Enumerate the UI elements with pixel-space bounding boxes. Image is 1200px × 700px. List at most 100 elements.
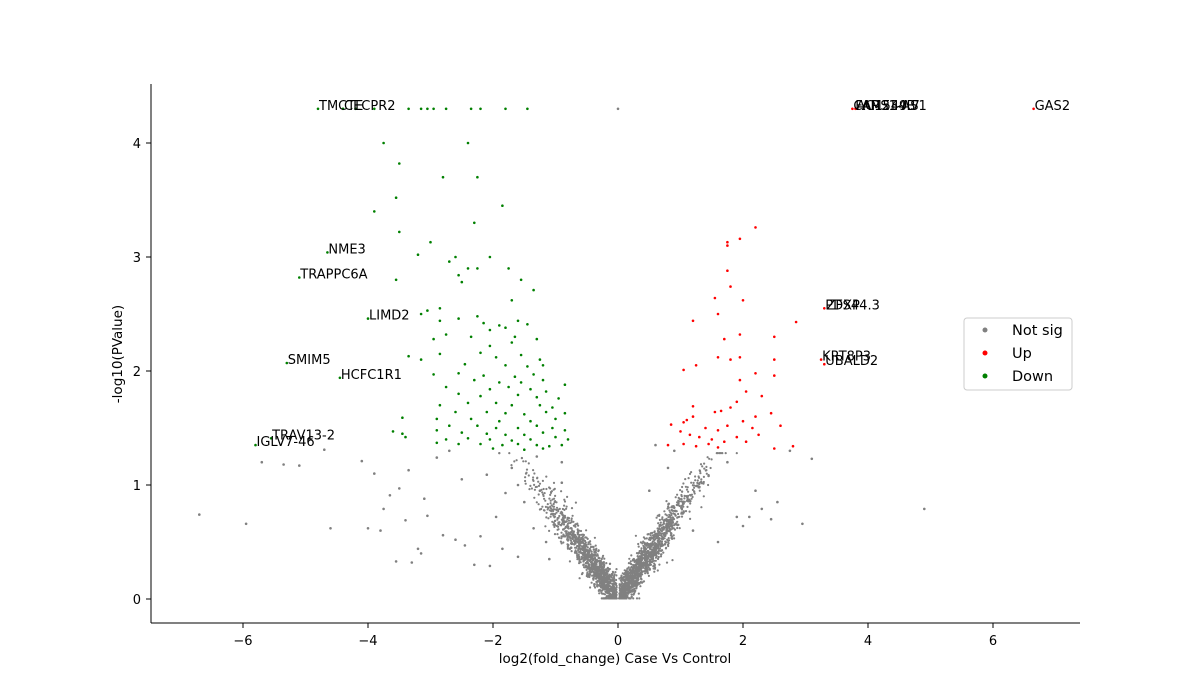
data-point-not-sig <box>564 516 567 519</box>
data-point-up <box>754 226 757 229</box>
data-point-not-sig <box>454 538 457 541</box>
data-point-down <box>544 410 548 414</box>
data-point-not-sig <box>494 515 498 519</box>
data-point-not-sig <box>584 542 587 546</box>
data-point-not-sig <box>394 560 398 563</box>
data-point-down <box>448 424 451 428</box>
data-point-down <box>354 107 357 111</box>
data-point-down <box>488 328 492 332</box>
data-point-down <box>419 312 423 316</box>
data-point-up <box>694 364 698 367</box>
data-point-not-sig <box>645 562 648 565</box>
data-point-down <box>566 438 570 441</box>
data-point-not-sig <box>646 555 649 558</box>
data-point-up <box>791 444 795 448</box>
data-point-not-sig <box>657 539 660 542</box>
data-point-not-sig <box>673 528 677 531</box>
data-point-down <box>438 403 442 407</box>
data-point-not-sig <box>585 574 588 578</box>
data-point-not-sig <box>637 557 640 560</box>
data-point-not-sig <box>681 502 685 505</box>
data-point-not-sig <box>575 540 579 543</box>
data-point-not-sig <box>703 462 706 465</box>
data-point-not-sig <box>683 494 686 497</box>
data-point-not-sig <box>619 595 623 598</box>
data-point-not-sig <box>655 543 658 546</box>
data-point-not-sig <box>632 597 635 600</box>
data-point-not-sig <box>678 504 681 507</box>
data-point-not-sig <box>640 561 643 564</box>
data-point-up <box>794 320 798 324</box>
data-point-not-sig <box>629 562 632 565</box>
data-point-not-sig <box>631 585 634 588</box>
data-point-not-sig <box>705 469 708 472</box>
data-point-not-sig <box>702 495 705 498</box>
data-point-not-sig <box>667 541 670 544</box>
data-point-not-sig <box>673 537 676 540</box>
data-point-not-sig <box>660 540 664 543</box>
data-point-not-sig <box>595 561 598 564</box>
gene-label: LIMD2 <box>369 309 410 324</box>
data-point-not-sig <box>627 586 630 590</box>
gene-label: KRT8P3 <box>822 350 871 365</box>
data-point-down <box>510 341 514 344</box>
data-point-not-sig <box>630 554 633 557</box>
data-point-not-sig <box>681 507 684 510</box>
data-point-not-sig <box>602 561 606 564</box>
data-point-down <box>426 309 429 312</box>
data-point-not-sig <box>716 540 720 544</box>
data-point-down <box>460 280 464 284</box>
data-point-not-sig <box>652 567 655 570</box>
x-tick-label: −4 <box>358 634 377 649</box>
data-point-up <box>754 415 757 418</box>
data-point-not-sig <box>605 587 608 590</box>
data-point-not-sig <box>323 448 326 452</box>
data-point-not-sig <box>578 533 581 537</box>
data-point-down <box>504 411 507 415</box>
data-point-down <box>519 381 523 384</box>
data-point-not-sig <box>665 532 668 535</box>
data-point-not-sig <box>696 479 699 482</box>
data-point-not-sig <box>640 553 643 556</box>
data-point-not-sig <box>561 513 564 516</box>
data-point-not-sig <box>769 517 773 521</box>
data-point-not-sig <box>655 534 658 538</box>
data-point-down <box>373 107 376 111</box>
data-point-not-sig <box>615 578 618 582</box>
data-point-down <box>498 324 501 327</box>
data-point-not-sig <box>545 475 548 478</box>
data-point-not-sig <box>638 555 641 558</box>
data-point-down <box>523 433 526 437</box>
data-point-down <box>488 255 492 259</box>
data-point-not-sig <box>463 544 467 547</box>
data-point-not-sig <box>630 593 633 596</box>
data-point-down <box>394 196 398 199</box>
data-point-not-sig <box>923 507 926 511</box>
data-point-not-sig <box>537 480 540 483</box>
data-point-not-sig <box>603 574 606 578</box>
data-point-not-sig <box>547 517 550 520</box>
data-point-not-sig <box>592 546 595 549</box>
data-point-not-sig <box>602 592 605 595</box>
data-point-not-sig <box>640 550 644 553</box>
data-point-not-sig <box>485 473 489 477</box>
data-point-not-sig <box>628 590 631 593</box>
data-point-not-sig <box>620 574 623 577</box>
data-point-not-sig <box>582 560 585 563</box>
data-point-not-sig <box>659 521 662 524</box>
data-point-down <box>523 413 526 416</box>
data-point-not-sig <box>686 486 689 489</box>
data-point-not-sig <box>603 582 606 585</box>
y-tick-label: 1 <box>133 479 141 494</box>
data-point-down <box>501 204 504 207</box>
data-point-up <box>698 435 701 439</box>
data-point-down <box>510 403 514 407</box>
data-point-down <box>488 387 492 391</box>
data-point-not-sig <box>665 514 669 517</box>
data-point-not-sig <box>563 504 566 507</box>
data-point-not-sig <box>523 500 526 504</box>
data-point-not-sig <box>638 550 641 553</box>
data-point-not-sig <box>658 547 662 550</box>
data-point-not-sig <box>551 508 554 512</box>
data-point-not-sig <box>586 556 589 559</box>
